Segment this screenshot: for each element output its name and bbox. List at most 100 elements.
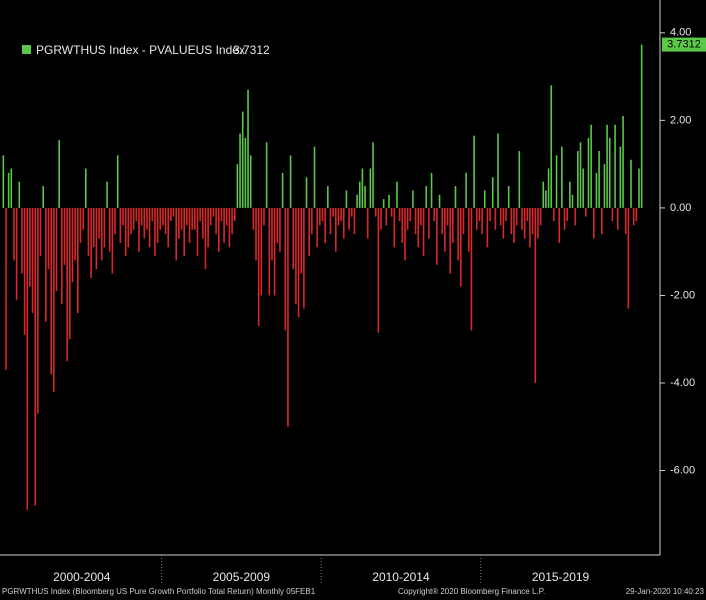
bar (268, 207, 271, 296)
bar (295, 207, 297, 305)
legend-value: 3.7312 (233, 43, 270, 57)
footer-right: 29-Jan-2020 10:40:23 (626, 587, 705, 596)
y-tick-label: 2.00 (670, 114, 691, 126)
x-period-label: 2010-2014 (372, 570, 430, 584)
bar (18, 181, 21, 208)
bar (58, 140, 60, 208)
footer-center: Copyright® 2020 Bloomberg Finance L.P. (398, 587, 545, 596)
bar (215, 207, 217, 235)
bar (87, 207, 90, 257)
bar (473, 135, 475, 208)
bar (204, 207, 207, 270)
bar (518, 151, 521, 208)
y-tick-label: -6.00 (670, 464, 695, 476)
bar (225, 207, 228, 226)
bar (619, 146, 622, 208)
bar (29, 207, 31, 287)
bar (566, 207, 568, 222)
bar (31, 207, 34, 313)
bar (582, 168, 584, 208)
bar (252, 207, 255, 230)
bar (632, 207, 635, 226)
y-tick-label: 4.00 (670, 27, 691, 39)
bar (630, 159, 632, 208)
bar (308, 207, 310, 257)
bar (311, 207, 313, 235)
bar (305, 177, 308, 208)
bar (467, 207, 470, 252)
bar (300, 207, 303, 274)
bar (462, 207, 465, 235)
bar (100, 207, 103, 261)
bar (460, 207, 462, 287)
bar (146, 207, 148, 230)
bar (42, 186, 45, 208)
bar (558, 207, 561, 243)
bar (449, 207, 451, 274)
bar (260, 207, 263, 296)
bar (98, 207, 100, 239)
bar (156, 207, 159, 243)
bar (356, 194, 358, 208)
bar (353, 207, 356, 235)
bar (148, 207, 151, 248)
bar (430, 172, 433, 208)
bar (526, 207, 529, 222)
bar (23, 207, 26, 335)
bar (297, 207, 300, 318)
bar (640, 44, 643, 208)
bar (289, 155, 292, 208)
bar (531, 207, 534, 235)
bar (119, 207, 122, 243)
bar (340, 207, 342, 222)
bar (335, 207, 337, 252)
bar (10, 168, 13, 208)
bar (151, 207, 154, 222)
y-tick-label: -4.00 (670, 377, 695, 389)
bar (47, 207, 50, 270)
bar (209, 207, 212, 226)
bar (486, 207, 489, 248)
bar (281, 172, 284, 208)
bar (606, 124, 608, 208)
bar (271, 207, 273, 261)
bar (337, 207, 340, 226)
bar (358, 181, 361, 208)
bar (130, 207, 132, 235)
bar (236, 164, 239, 208)
bar (409, 207, 412, 222)
bar (154, 207, 156, 257)
bar (84, 168, 87, 208)
bar (624, 207, 627, 235)
bar (292, 207, 295, 270)
bar (239, 133, 241, 208)
bar (95, 207, 98, 270)
bar (7, 172, 10, 208)
bar (592, 207, 595, 239)
bar (327, 186, 329, 208)
bar (332, 207, 334, 217)
bar (55, 207, 58, 292)
bar (441, 207, 443, 235)
bar (138, 207, 140, 252)
bar (61, 207, 63, 305)
bar (77, 207, 79, 313)
bar (372, 142, 374, 208)
bar (600, 207, 603, 235)
bar (406, 207, 409, 230)
bar (53, 207, 55, 392)
bar (172, 207, 175, 217)
bar (329, 207, 332, 235)
bar (502, 207, 505, 239)
bar (21, 207, 23, 274)
bar (69, 207, 71, 340)
bar (515, 207, 518, 226)
bar (478, 207, 481, 222)
bar (608, 137, 611, 208)
bar (188, 207, 191, 243)
bar (385, 207, 388, 226)
bar (220, 207, 223, 222)
y-tick-label: -2.00 (670, 289, 695, 301)
bar (465, 172, 467, 208)
